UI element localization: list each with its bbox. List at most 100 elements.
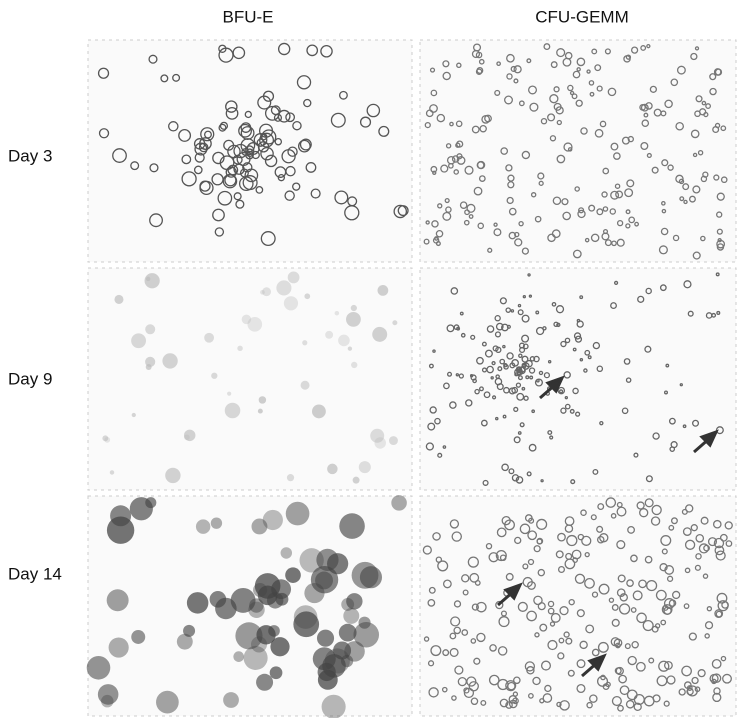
cell-cluster (204, 332, 214, 343)
cell (640, 45, 647, 51)
cell (468, 681, 479, 692)
micrograph-panel (419, 495, 737, 717)
cell (599, 420, 604, 426)
cell (584, 551, 590, 558)
cell (292, 182, 301, 191)
cell (687, 310, 694, 317)
cell (712, 519, 722, 529)
cell-cluster (340, 654, 354, 668)
cell (555, 305, 565, 314)
cell (453, 169, 460, 175)
cell (535, 326, 545, 336)
cell (625, 699, 635, 709)
cell (497, 646, 508, 656)
cell (505, 701, 513, 709)
cell-cluster (131, 412, 136, 418)
cell (500, 610, 507, 617)
cell (432, 170, 437, 175)
cell (652, 432, 660, 440)
cell-cluster (370, 428, 385, 443)
cell (576, 659, 586, 669)
cell (503, 364, 509, 370)
cell (639, 508, 649, 518)
cell (510, 309, 515, 313)
cell (709, 73, 717, 81)
cell (529, 356, 536, 362)
cell (442, 649, 450, 657)
cell (232, 46, 246, 60)
cell (716, 592, 728, 604)
cell (504, 95, 513, 105)
cell-cluster (316, 548, 339, 571)
cell (610, 190, 620, 200)
cell (427, 660, 435, 667)
cell (442, 445, 447, 449)
cell (561, 198, 569, 206)
cell (577, 209, 586, 219)
cell-cluster (352, 476, 360, 484)
cell (564, 558, 576, 570)
cell (491, 361, 496, 366)
cell (569, 90, 575, 96)
cell (494, 315, 501, 322)
cell (655, 589, 667, 601)
cell (667, 164, 674, 171)
cell-cluster (316, 629, 335, 647)
cell (449, 647, 459, 658)
cell (233, 192, 242, 201)
cell (513, 78, 519, 84)
cell-cluster (391, 495, 407, 511)
cell (204, 130, 212, 139)
cell (442, 60, 450, 68)
cell-cluster (230, 587, 256, 613)
cell (717, 600, 729, 612)
cell (442, 579, 452, 589)
cell (178, 129, 192, 142)
cell (557, 532, 566, 542)
cell (444, 197, 450, 204)
cell (576, 67, 581, 72)
cell-cluster (223, 692, 239, 708)
cell-cluster (344, 641, 365, 662)
cell (432, 237, 440, 244)
cell (474, 579, 481, 586)
cell (569, 408, 575, 414)
cell-cluster (338, 334, 350, 347)
cell (479, 124, 487, 133)
cell (573, 332, 582, 340)
cell (586, 701, 593, 709)
cell (223, 139, 235, 151)
cell (258, 123, 274, 138)
cell (521, 150, 531, 160)
cell (218, 44, 227, 53)
cell (425, 220, 430, 225)
cell-cluster (372, 326, 388, 342)
cell (646, 43, 651, 49)
cell (464, 165, 474, 175)
cell (701, 100, 707, 106)
cell (469, 374, 474, 378)
cell (493, 228, 502, 237)
cell (695, 533, 705, 543)
cell (712, 126, 720, 134)
cell (242, 162, 253, 173)
cell (623, 358, 631, 365)
cell (454, 665, 464, 675)
cell (526, 471, 532, 477)
cell (703, 111, 709, 118)
cell (562, 211, 571, 221)
cell (518, 220, 524, 227)
cell (200, 127, 215, 142)
cell (575, 99, 583, 107)
cell (509, 362, 516, 369)
cell (460, 332, 466, 338)
cell-cluster (343, 607, 360, 624)
cell (476, 601, 487, 613)
cell (514, 231, 520, 238)
cell (651, 166, 659, 174)
arrows (497, 375, 719, 678)
cell (583, 368, 588, 373)
cell (429, 67, 436, 73)
cell (711, 673, 722, 684)
cell (495, 416, 499, 421)
